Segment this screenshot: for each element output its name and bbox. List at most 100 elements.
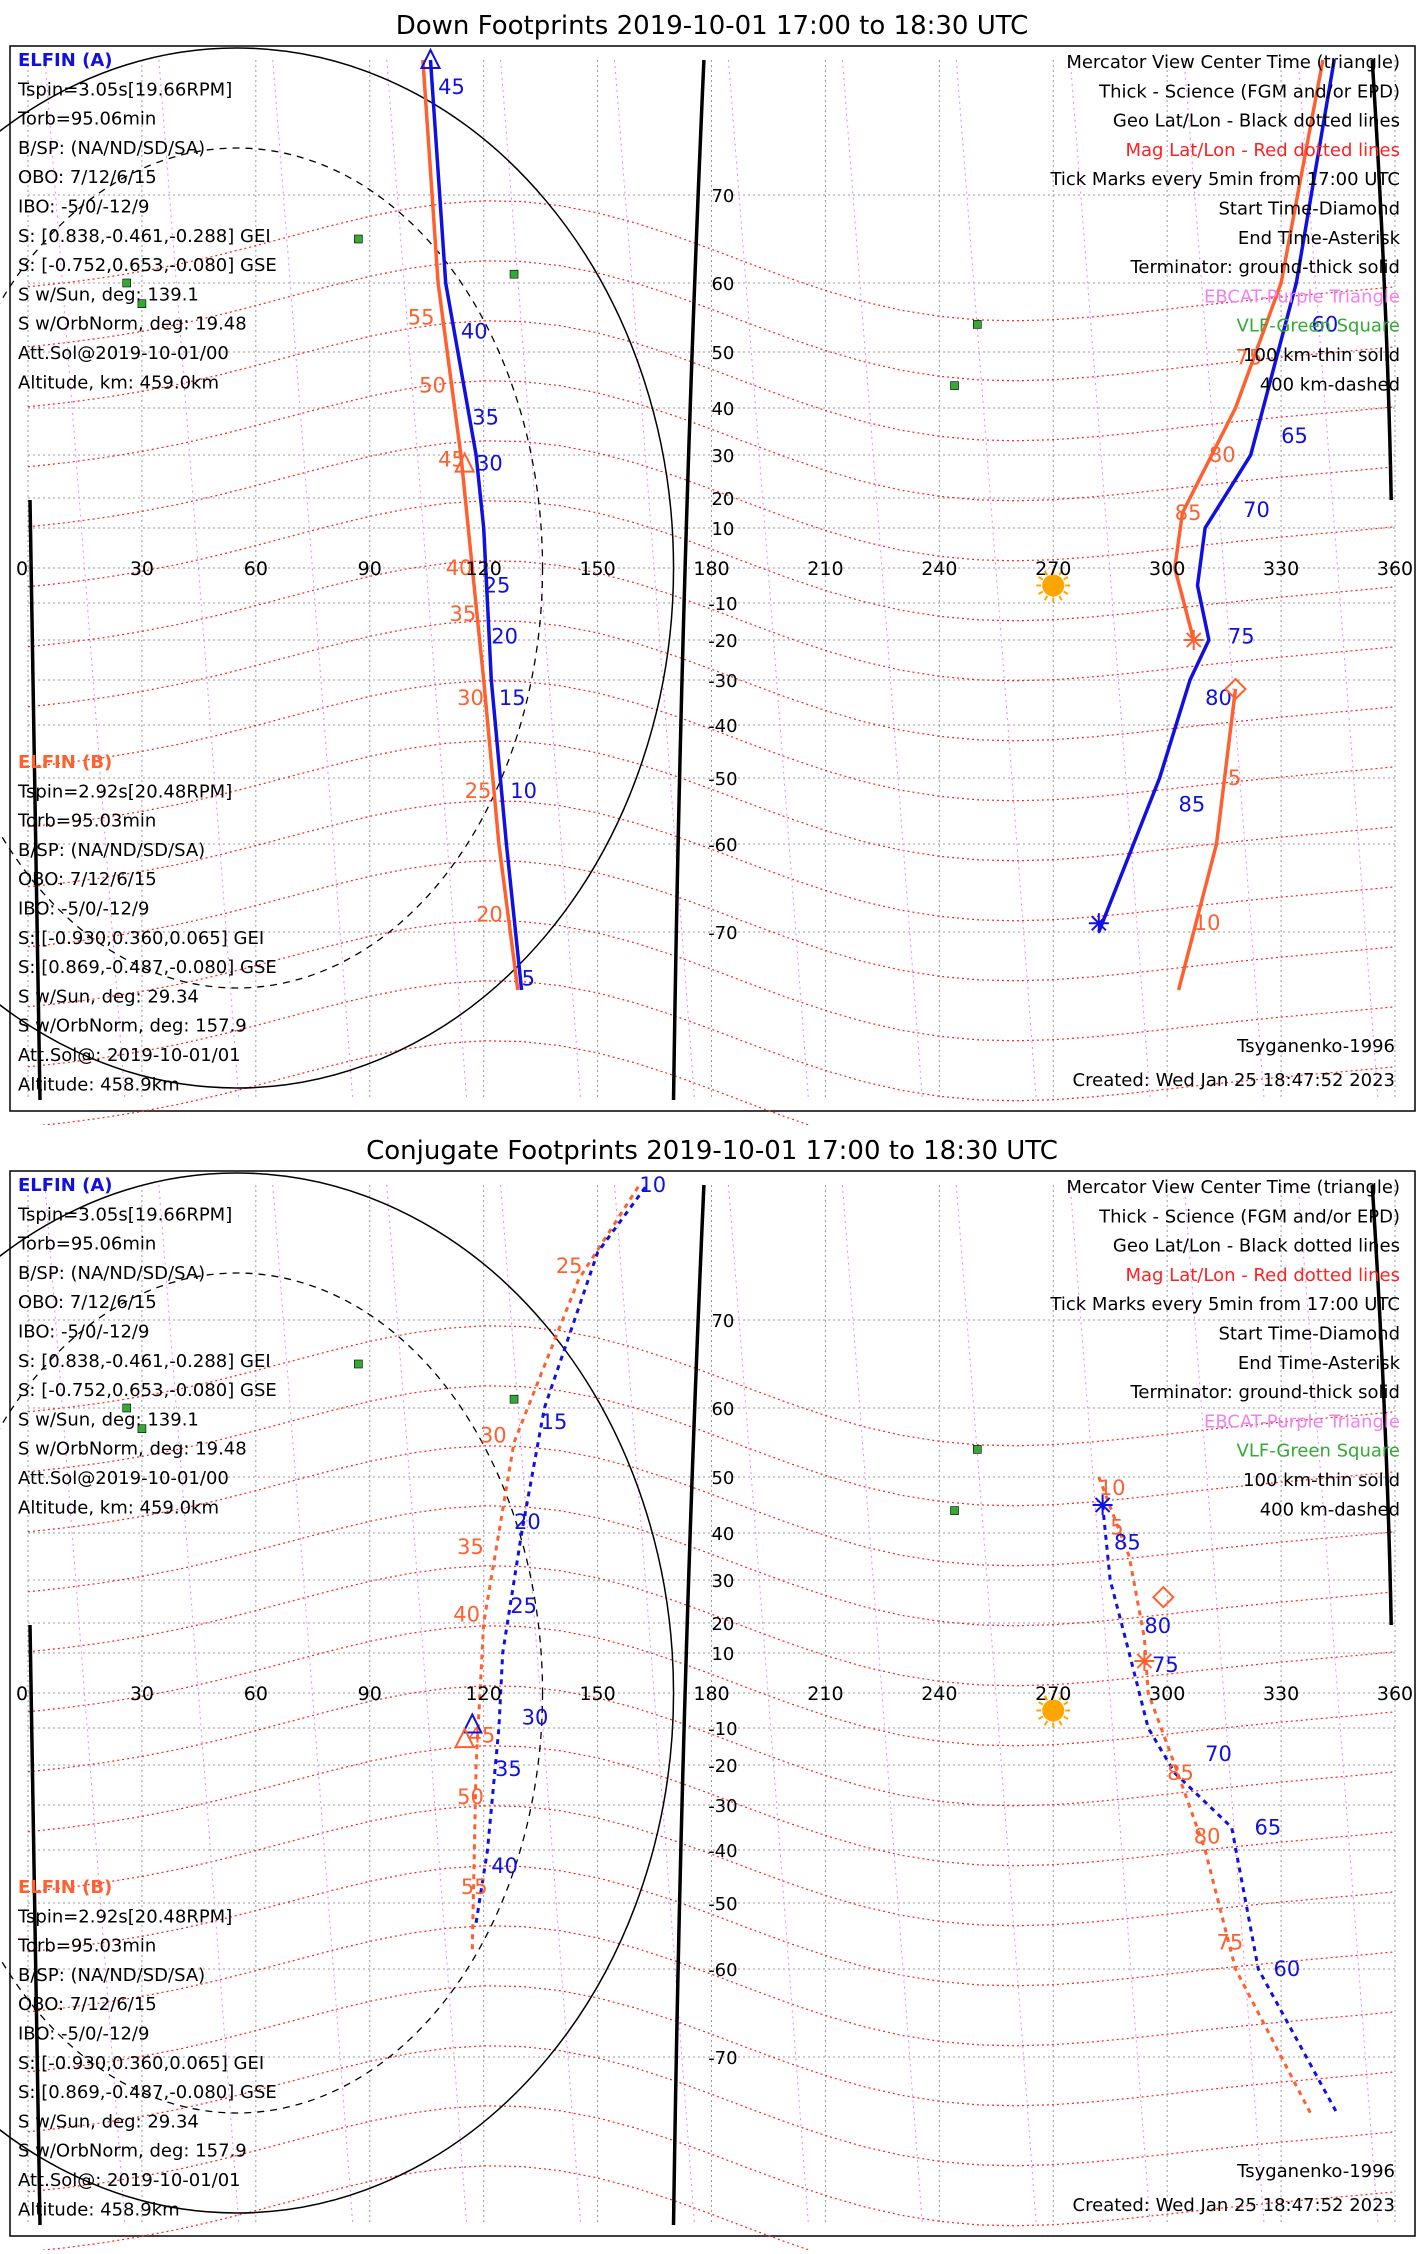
elfin-a-view-triangle (461, 1712, 483, 1734)
elfin-a-tick-label: 15 (499, 686, 526, 710)
lon-label: 330 (1263, 1683, 1299, 1705)
vlf-station-square (122, 1403, 132, 1413)
mag-lat-line (27, 320, 1396, 442)
elfin-a-tick-label: 80 (1144, 1614, 1171, 1638)
info-line: S w/Sun, deg: 29.34 (18, 986, 199, 1007)
asterisk-stroke (1091, 915, 1107, 931)
lon-label: 300 (1149, 558, 1185, 580)
panel-title: Down Footprints 2019-10-01 17:00 to 18:3… (396, 11, 1029, 41)
elfin-b-tick-label: 30 (480, 1424, 507, 1448)
lat-label: 30 (711, 446, 734, 467)
mag-lon-line (1183, 59, 1265, 1101)
elfin-b-tick-label: 40 (446, 556, 473, 580)
info-line: IBO: -5/0/-12/9 (18, 197, 149, 218)
vlf-station-square (137, 299, 147, 309)
elfin-b-track (1176, 688, 1238, 991)
info-line: IBO: -5/0/-12/9 (18, 1322, 149, 1343)
lon-label: 30 (130, 558, 154, 580)
terminator-line (28, 1624, 42, 2226)
vlf-station-square (122, 278, 132, 288)
mag-lat-line (27, 200, 1396, 322)
legend: Mercator View Center Time (triangle) Thic… (1049, 52, 1400, 395)
elfin-a-tick-label: 25 (510, 1594, 537, 1618)
lat-label: 70 (711, 1311, 734, 1332)
sun-ray (1058, 595, 1063, 601)
info-line: B/SP: (NA/ND/SD/SA) (18, 138, 205, 159)
lon-label: 330 (1263, 558, 1299, 580)
elfin-a-tick-label: 10 (639, 1173, 666, 1197)
lat-label: 40 (711, 399, 734, 420)
elfin-b-info: ELFIN (B) Tspin=2.92s[20.48RPM] Torb=95.03… (17, 752, 277, 1095)
lon-label: 240 (921, 558, 957, 580)
info-line: IBO: -5/0/-12/9 (18, 2024, 149, 2045)
info-line: Altitude: 458.9km (18, 2199, 180, 2220)
vlf-station-square (509, 1394, 519, 1404)
elfin-b-end-asterisk (1183, 630, 1204, 650)
elfin-b-view-triangle (454, 1726, 476, 1749)
mag-lat-line (27, 1625, 1396, 1747)
info-line: S w/OrbNorm, deg: 19.48 (18, 314, 247, 335)
elfin-a-tick-label: 85 (1114, 1530, 1141, 1554)
vlf-station-square (354, 1359, 363, 1369)
legend-line: Thick - Science (FGM and/or EPD) (1098, 1206, 1400, 1227)
info-title: ELFIN (B) (18, 752, 112, 773)
info-line: S w/Sun, deg: 29.34 (18, 2111, 199, 2132)
elfin-a-tick-label: 65 (1255, 1816, 1282, 1840)
ellipse-400km (0, 1272, 544, 2114)
info-line: Altitude, km: 459.0km (18, 1497, 219, 1518)
mag-lon-line (500, 1184, 582, 2226)
mag-lat-line (27, 920, 1396, 1042)
down-footprints-map: Down Footprints 2019-10-01 17:00 to 18:3… (0, 1, 1424, 1162)
info-line: B/SP: (NA/ND/SD/SA) (18, 840, 205, 861)
elfin-a-tick-label: 85 (1179, 792, 1206, 816)
elfin-a-end-asterisk (1092, 1495, 1113, 1515)
elfin-b-track (470, 1184, 641, 1950)
vlf-station-square (950, 381, 959, 390)
vlf-station-square (973, 320, 982, 329)
elfin-a-tick-label: 35 (495, 1757, 522, 1781)
info-line: S: [-0.752,0.653,-0.080] GSE (18, 255, 277, 276)
coverage-ellipses (0, 47, 675, 1089)
sun-ray (1043, 570, 1049, 576)
sun-ray (1043, 1695, 1049, 1701)
lat-label: 20 (711, 1614, 734, 1635)
sun-disc (1042, 574, 1065, 597)
lat-label: 60 (711, 274, 734, 295)
elfin-b-tick-label: 45 (438, 447, 465, 471)
legend-line: EBCAT-Purple Triangle (1204, 1411, 1400, 1432)
elfin-a-tick-label: 40 (461, 319, 488, 343)
legend-line: Mercator View Center Time (triangle) (1066, 52, 1400, 73)
elfin-a-tick-label: 20 (514, 1510, 541, 1534)
elfin-a-info: ELFIN (A) Tspin=3.05s[19.66RPM] Torb=95.06… (17, 50, 277, 393)
mag-lat-line (27, 1505, 1396, 1627)
conjugate-footprints-map: Conjugate Footprints 2019-10-01 17:00 to… (0, 1126, 1424, 2254)
info-line: Torb=95.03min (17, 1936, 156, 1957)
sun-ray (1063, 590, 1069, 595)
mag-lat-line (27, 1385, 1396, 1507)
elfin-b-track (421, 59, 520, 991)
info-line: B/SP: (NA/ND/SD/SA) (18, 1263, 205, 1284)
elfin-b-tick-label: 50 (457, 1785, 484, 1809)
lon-label: 180 (693, 558, 729, 580)
mag-lon-line (44, 59, 126, 1101)
sun-ray (1058, 1695, 1063, 1701)
axis-labels: 0 30 60 90 120 150 180 210 240 270 300 330 360 70 60 50… (16, 1311, 1413, 2069)
lat-label: -60 (708, 835, 737, 856)
legend: Mercator View Center Time (triangle) Thic… (1049, 1177, 1400, 1520)
ellipse-100km (0, 47, 675, 1089)
lon-label: 150 (579, 1683, 615, 1705)
lat-label: 70 (711, 186, 734, 207)
lat-label: 60 (711, 1399, 734, 1420)
legend-line: End Time-Asterisk (1238, 228, 1401, 249)
elfin-a-tick-label: 75 (1152, 1653, 1179, 1677)
legend-line: Mercator View Center Time (triangle) (1066, 1177, 1400, 1198)
elfin-b-tick-label: 30 (457, 686, 484, 710)
elfin-b-start-diamond (1224, 677, 1247, 701)
info-line: S: [0.838,-0.461,-0.288] GEI (18, 1351, 271, 1372)
elfin-b-tick-label: 75 (1217, 1931, 1244, 1955)
vlf-station-square (973, 1445, 982, 1454)
mag-lat-line (27, 1325, 1396, 1447)
legend-line: Terminator: ground-thick solid (1129, 257, 1400, 278)
mag-lat-line (27, 2045, 1396, 2167)
lon-label: 0 (16, 1683, 28, 1705)
